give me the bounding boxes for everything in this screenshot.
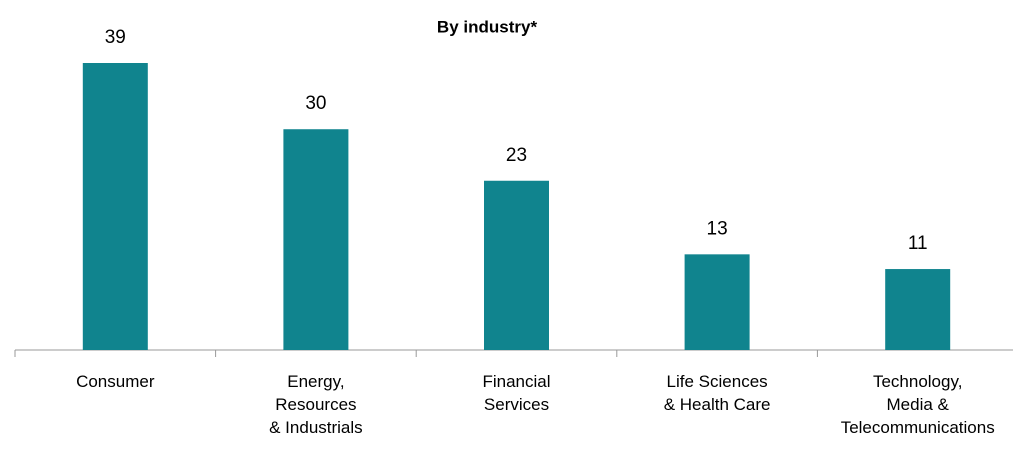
x-tick-label-line: Life Sciences — [667, 372, 768, 391]
bar — [684, 254, 750, 350]
value-label: 39 — [105, 27, 126, 48]
bar — [484, 180, 549, 350]
x-tick-label: Energy, Resources & Industrials — [269, 372, 363, 437]
chart-title: By industry* — [437, 17, 538, 36]
x-tick-label-line: Services — [484, 395, 549, 414]
x-tick-label-line: Telecommunications — [841, 418, 995, 437]
x-tick-label-line: Energy, — [287, 372, 344, 391]
value-label: 23 — [506, 145, 527, 166]
bar — [283, 129, 349, 350]
x-tick-label-line: & Health Care — [664, 395, 771, 414]
x-tick-label-line: Financial — [482, 372, 550, 391]
bar — [885, 269, 951, 350]
x-tick-label: Technology, Media & Telecommunications — [841, 372, 995, 437]
x-tick-label-line: Media & — [887, 395, 950, 414]
x-tick-label: Financial Services — [482, 372, 550, 414]
value-label: 11 — [908, 233, 928, 254]
x-tick-label-line: Resources — [275, 395, 356, 414]
bar — [82, 63, 148, 350]
x-tick-label-line: Technology, — [873, 372, 962, 391]
x-tick-label-line: Consumer — [76, 372, 155, 391]
x-tick-label: Life Sciences & Health Care — [664, 372, 771, 414]
value-label: 13 — [707, 218, 728, 239]
x-tick-label-line: & Industrials — [269, 418, 363, 437]
value-label: 30 — [305, 93, 326, 114]
x-tick-label: Consumer — [76, 372, 155, 391]
